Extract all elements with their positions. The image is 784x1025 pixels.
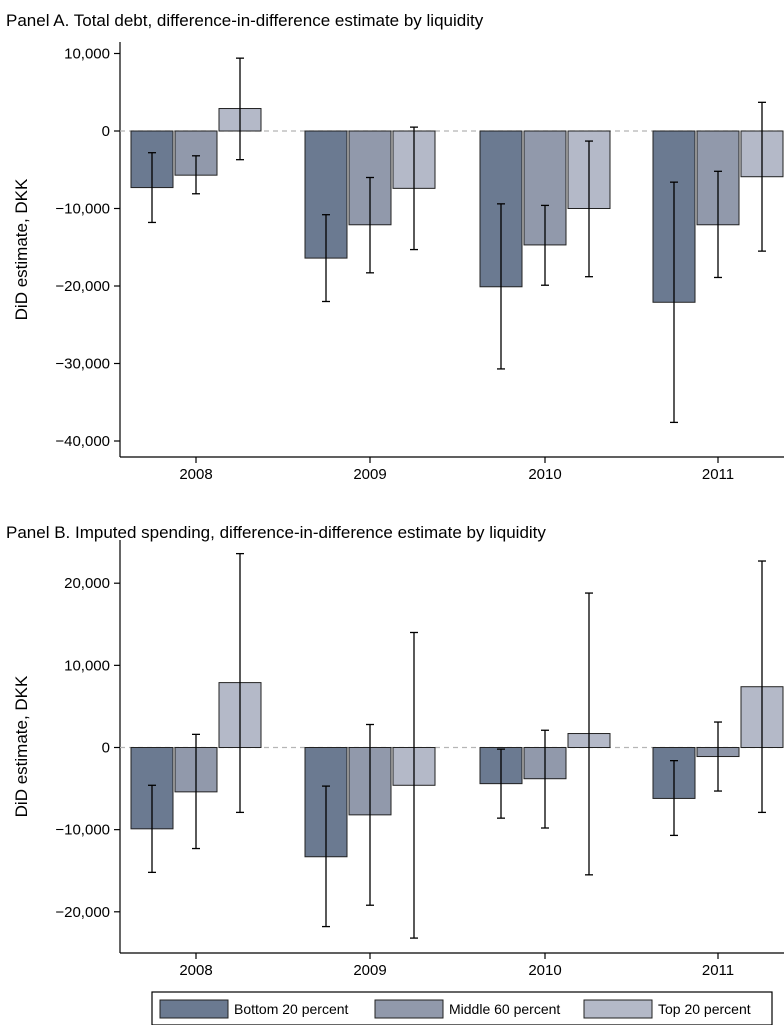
legend-swatch (374, 999, 444, 1019)
x-tick-label: 2008 (179, 962, 212, 979)
legend-label: Bottom 20 percent (234, 1001, 349, 1017)
y-tick-label: 0 (102, 123, 110, 140)
x-tick-label: 2009 (353, 962, 386, 979)
y-tick-label: −30,000 (55, 356, 110, 373)
legend: Bottom 20 percent Middle 60 percent Top 20… (151, 991, 773, 1025)
y-tick-label: 20,000 (64, 575, 110, 592)
y-tick-label: 10,000 (64, 46, 110, 63)
x-tick-label: 2008 (179, 466, 212, 483)
x-tick-label: 2011 (702, 466, 734, 483)
y-axis-label: DiD estimate, DKK (12, 178, 31, 320)
x-tick-label: 2010 (528, 962, 561, 979)
legend-label: Top 20 percent (658, 1001, 751, 1017)
panel-title: Panel B. Imputed spending, difference-in… (6, 523, 546, 542)
x-tick-label: 2011 (702, 962, 734, 979)
panel-a: Panel A. Total debt, difference-in-diffe… (6, 11, 784, 483)
x-tick-label: 2009 (353, 466, 386, 483)
y-tick-label: −20,000 (55, 904, 110, 921)
y-tick-label: −20,000 (55, 278, 110, 295)
y-tick-label: −10,000 (55, 201, 110, 218)
y-tick-label: 10,000 (64, 657, 110, 674)
legend-box (151, 991, 773, 1025)
legend-swatch (159, 999, 229, 1019)
x-tick-label: 2010 (528, 466, 561, 483)
y-tick-label: −10,000 (55, 822, 110, 839)
y-tick-label: 0 (102, 740, 110, 757)
y-axis-label: DiD estimate, DKK (12, 675, 31, 817)
panel-title: Panel A. Total debt, difference-in-diffe… (6, 11, 484, 30)
legend-label: Middle 60 percent (449, 1001, 560, 1017)
legend-swatch (583, 999, 653, 1019)
panel-b: Panel B. Imputed spending, difference-in… (6, 523, 784, 979)
y-tick-label: −40,000 (55, 433, 110, 450)
